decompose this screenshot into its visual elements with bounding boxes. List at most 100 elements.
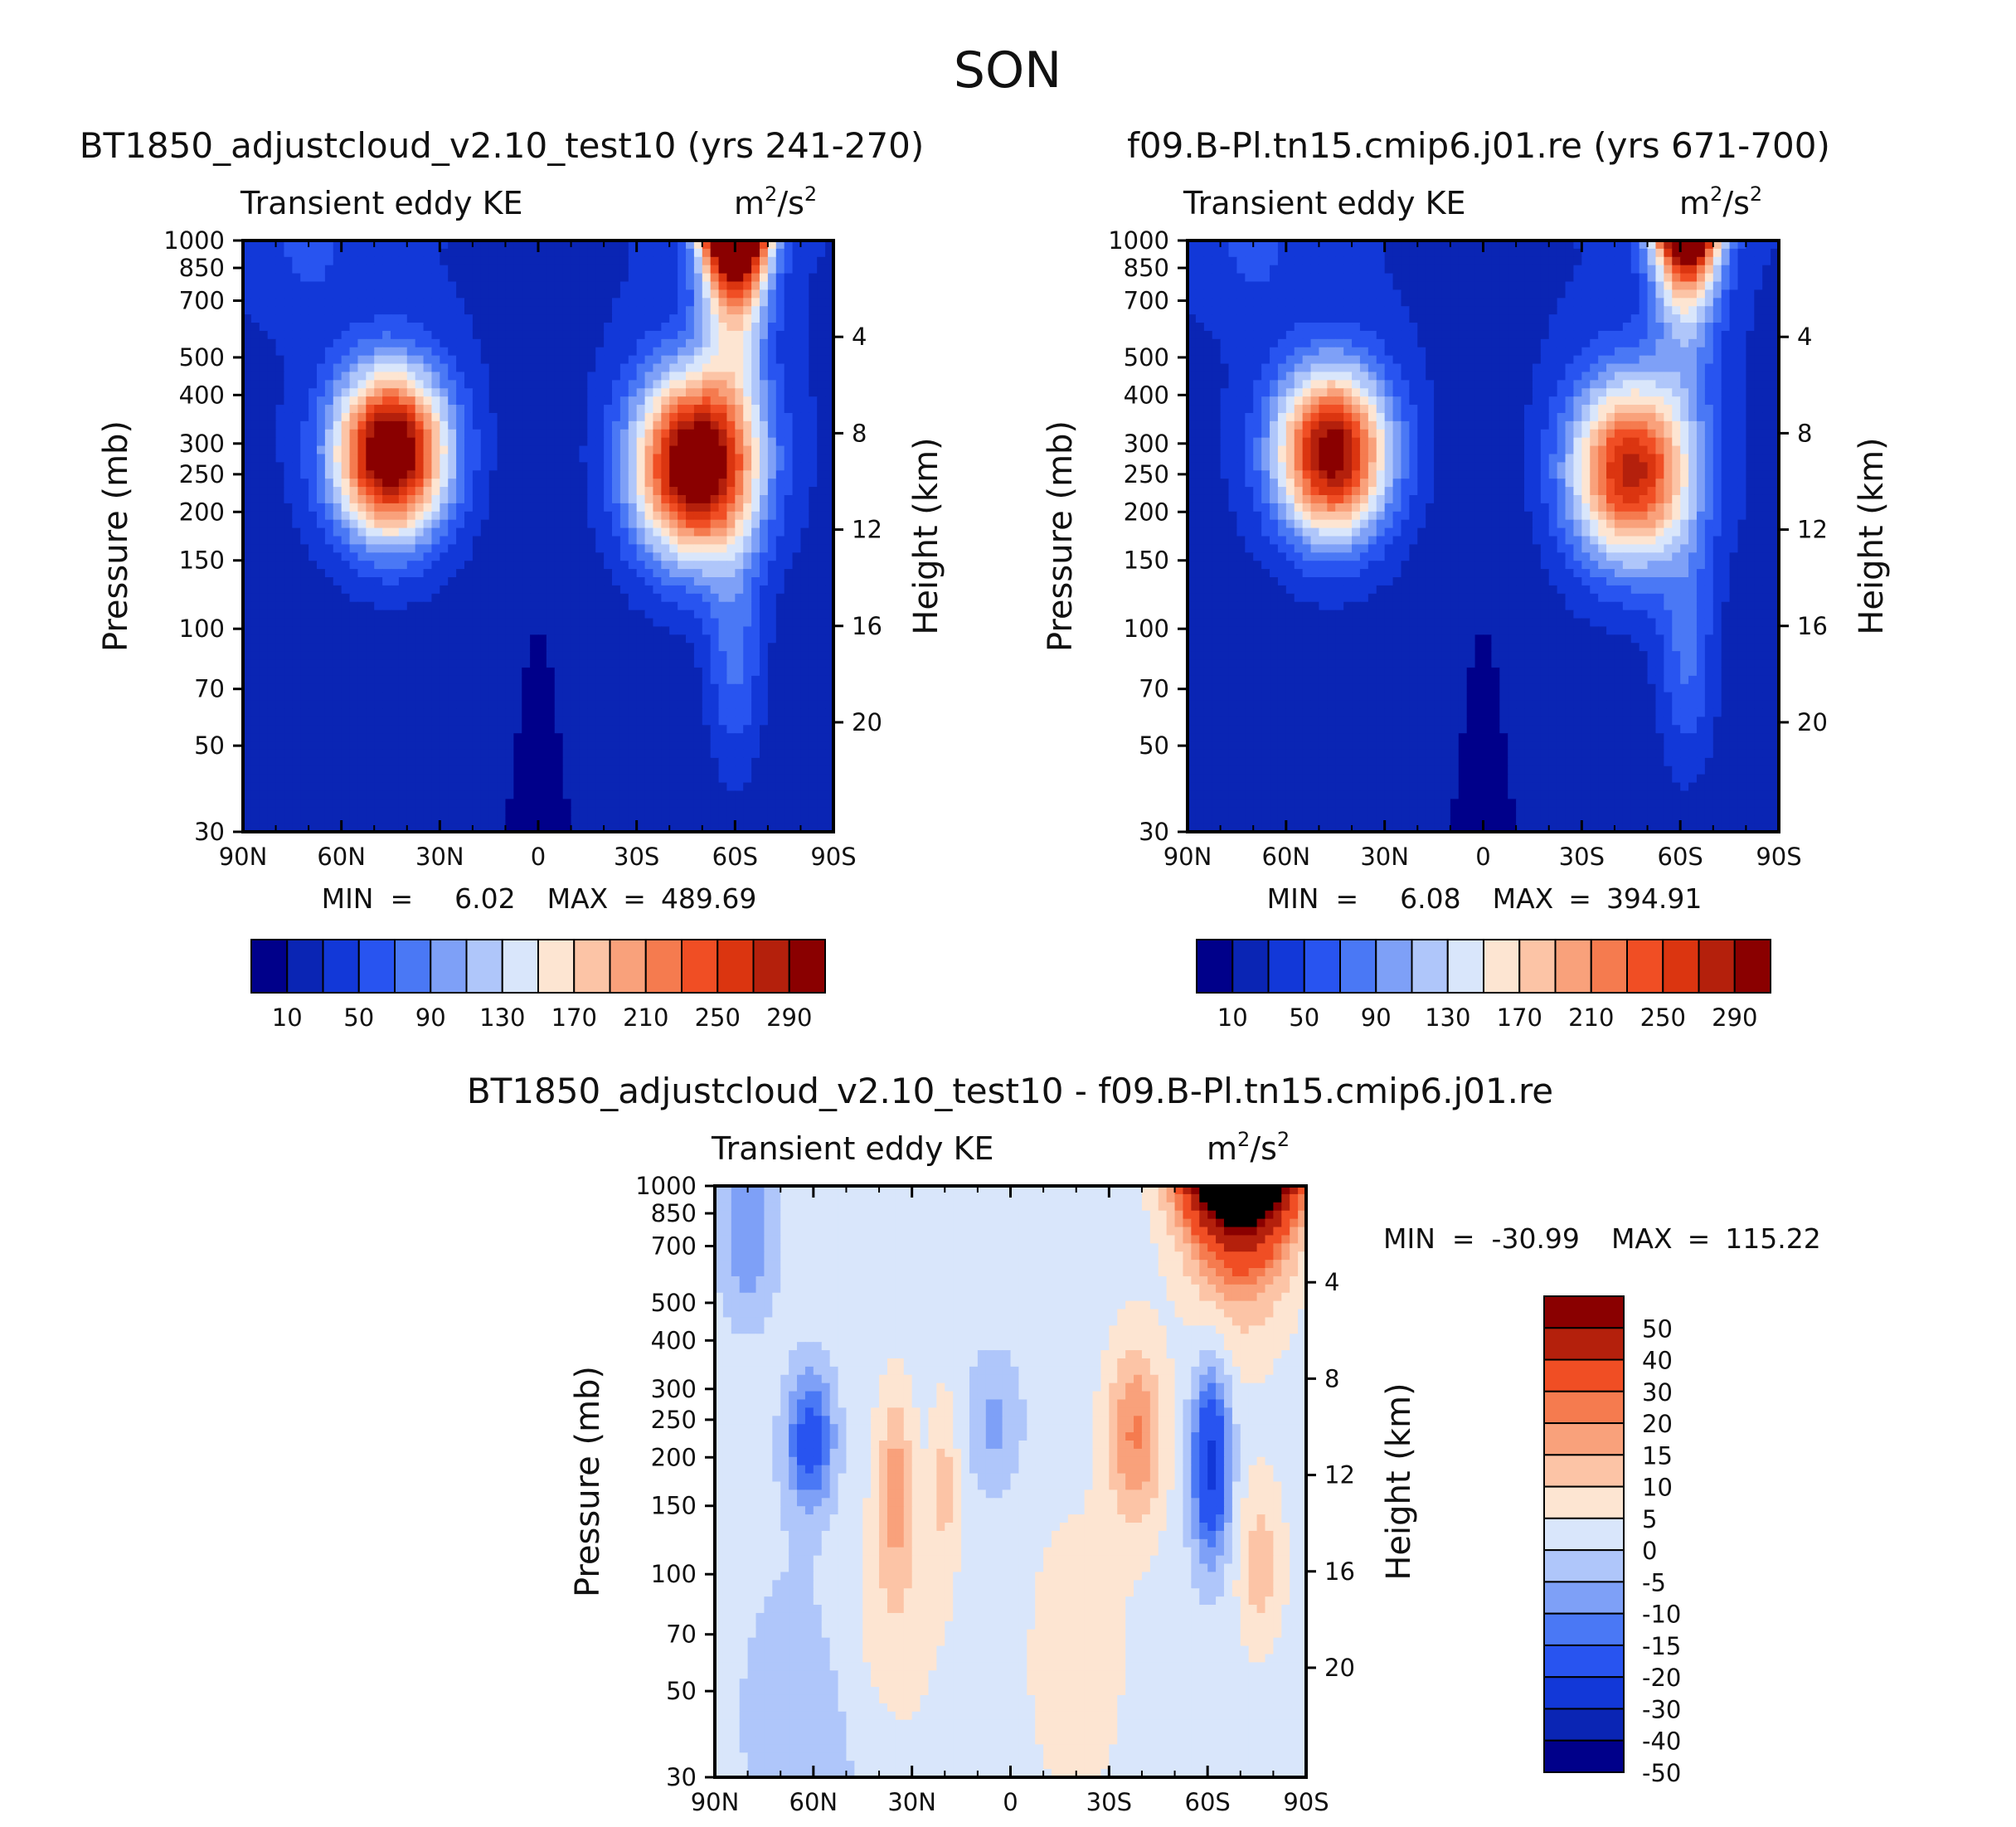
contour-cell: [538, 388, 547, 397]
contour-cell: [324, 372, 334, 381]
contour-cell: [792, 265, 802, 275]
contour-cell: [587, 634, 596, 644]
contour-cell: [480, 536, 490, 545]
contour-cell: [292, 355, 301, 365]
contour-cell: [374, 683, 383, 693]
contour-cell: [488, 487, 498, 496]
contour-cell: [571, 593, 581, 603]
contour-cell: [472, 733, 482, 742]
contour-cell: [644, 420, 654, 430]
contour-cell: [250, 618, 260, 628]
contour-cell: [538, 700, 547, 710]
contour-cell: [661, 626, 670, 635]
contour-cell: [357, 675, 367, 685]
contour-cell: [595, 799, 605, 808]
contour-cell: [678, 561, 687, 570]
contour-cell: [653, 314, 662, 323]
contour-cell: [619, 396, 629, 406]
contour-cell: [579, 470, 588, 479]
contour-cell: [464, 479, 474, 488]
contour-cell: [250, 585, 260, 595]
contour-cell: [505, 561, 514, 570]
contour-cell: [653, 659, 662, 668]
contour-cell: [284, 544, 293, 553]
contour-cell: [702, 765, 712, 775]
contour-cell: [661, 552, 670, 561]
contour-cell: [267, 363, 277, 373]
contour-cell: [357, 659, 367, 668]
contour-cell: [440, 273, 449, 283]
contour-cell: [423, 667, 433, 677]
contour-cell: [391, 363, 400, 373]
contour-cell: [259, 733, 269, 742]
contour-cell: [628, 241, 638, 250]
contour-cell: [243, 503, 252, 513]
contour-cell: [349, 569, 359, 578]
contour-cell: [275, 536, 285, 545]
contour-cell: [612, 717, 621, 726]
contour-cell: [604, 552, 613, 561]
contour-cell: [784, 412, 794, 422]
contour-cell: [693, 790, 703, 799]
contour-cell: [628, 634, 638, 644]
contour-cell: [431, 799, 440, 808]
contour-cell: [661, 420, 670, 430]
contour-cell: [259, 248, 269, 258]
contour-cell: [431, 626, 440, 635]
contour-cell: [308, 323, 318, 332]
contour-cell: [480, 396, 490, 406]
contour-cell: [308, 289, 318, 299]
contour-cell: [702, 289, 712, 299]
contour-cell: [751, 774, 760, 784]
contour-cell: [546, 347, 556, 357]
contour-cell: [628, 273, 638, 283]
contour-cell: [480, 774, 490, 784]
contour-cell: [480, 675, 490, 685]
contour-cell: [456, 314, 465, 323]
contour-cell: [562, 618, 572, 628]
contour-cell: [357, 757, 367, 767]
contour-cell: [579, 412, 588, 422]
contour-cell: [333, 708, 342, 717]
contour-cell: [324, 445, 334, 455]
contour-cell: [562, 511, 572, 521]
contour-cell: [530, 487, 539, 496]
contour-cell: [693, 479, 703, 488]
contour-cell: [349, 626, 359, 635]
contour-cell: [391, 470, 400, 479]
contour-cell: [644, 774, 654, 784]
contour-cell: [800, 659, 809, 668]
contour-cell: [726, 289, 736, 299]
contour-cell: [440, 634, 449, 644]
contour-cell: [817, 708, 826, 717]
contour-cell: [333, 479, 342, 488]
contour-cell: [391, 454, 400, 463]
contour-cell: [522, 479, 531, 488]
contour-cell: [382, 429, 391, 439]
contour-cell: [308, 445, 318, 455]
contour-cell: [735, 618, 744, 628]
contour-cell: [718, 396, 728, 406]
contour-cell: [562, 585, 572, 595]
contour-cell: [464, 273, 474, 283]
contour-cell: [464, 717, 474, 726]
contour-cell: [349, 396, 359, 406]
contour-cell: [595, 273, 605, 283]
contour-cell: [431, 420, 440, 430]
contour-cell: [538, 330, 547, 340]
contour-cell: [374, 248, 383, 258]
contour-cell: [324, 494, 334, 504]
contour-cell: [595, 733, 605, 742]
contour-cell: [275, 561, 285, 570]
contour-cell: [760, 675, 769, 685]
contour-cell: [333, 717, 342, 726]
contour-cell: [382, 692, 391, 702]
contour-cell: [243, 298, 252, 307]
contour-cell: [300, 372, 309, 381]
contour-cell: [809, 725, 818, 734]
contour-cell: [636, 643, 646, 652]
contour-cell: [718, 462, 728, 471]
contour-cell: [653, 683, 662, 693]
contour-cell: [398, 527, 408, 537]
contour-cell: [284, 790, 293, 799]
